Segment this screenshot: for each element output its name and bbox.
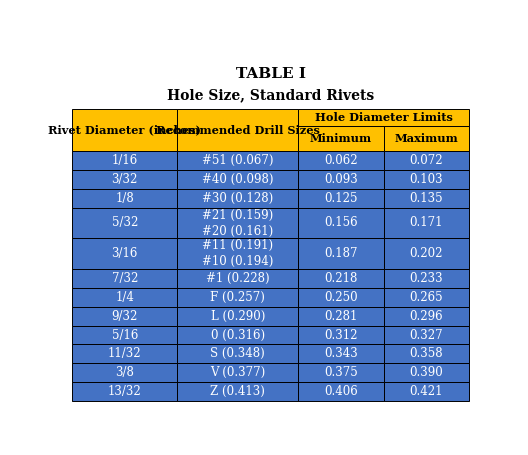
Text: 0.156: 0.156 [324,217,358,229]
Bar [384,344,469,363]
Text: 0.233: 0.233 [410,272,443,285]
Bar [298,307,384,326]
Bar [72,288,177,307]
Bar [177,189,298,207]
Bar [177,109,298,151]
Bar [72,307,177,326]
Text: 0.390: 0.390 [410,366,444,379]
Bar [384,170,469,189]
Text: 11/32: 11/32 [108,347,142,360]
Text: 13/32: 13/32 [108,385,142,398]
Bar [72,207,177,238]
Bar [298,189,384,207]
Bar [384,269,469,288]
Text: 0.406: 0.406 [324,385,358,398]
Bar [72,109,177,151]
Bar [177,151,298,170]
Text: 1/16: 1/16 [111,154,138,167]
Text: 0.312: 0.312 [324,329,358,342]
Text: Rivet Diameter (inches): Rivet Diameter (inches) [48,125,201,136]
Text: 0.062: 0.062 [324,154,358,167]
Bar [384,189,469,207]
Bar [177,344,298,363]
Text: 7/32: 7/32 [111,272,138,285]
Text: 9/32: 9/32 [111,310,138,323]
Text: Z (0.413): Z (0.413) [211,385,265,398]
Bar [177,307,298,326]
Bar [384,207,469,238]
Text: Hole Diameter Limits: Hole Diameter Limits [315,112,452,123]
Text: 1/4: 1/4 [115,291,134,304]
Text: TABLE I: TABLE I [235,67,306,81]
Bar [384,151,469,170]
Bar [72,238,177,269]
Text: 3/16: 3/16 [111,248,138,260]
Bar [72,269,177,288]
Text: #30 (0.128): #30 (0.128) [202,192,274,205]
Text: 0.125: 0.125 [324,192,358,205]
Bar [298,126,384,151]
Bar [384,126,469,151]
Bar [298,344,384,363]
Text: L (0.290): L (0.290) [211,310,265,323]
Bar [72,344,177,363]
Text: #21 (0.159)
#20 (0.161): #21 (0.159) #20 (0.161) [202,208,274,238]
Bar [384,326,469,344]
Bar [298,326,384,344]
Text: 0.265: 0.265 [410,291,443,304]
Text: #11 (0.191)
#10 (0.194): #11 (0.191) #10 (0.194) [202,239,274,268]
Bar [72,382,177,401]
Text: 0.218: 0.218 [324,272,358,285]
Text: #40 (0.098): #40 (0.098) [202,173,274,186]
Bar [384,307,469,326]
Text: 0.093: 0.093 [324,173,358,186]
Text: 0.072: 0.072 [410,154,443,167]
Text: S (0.348): S (0.348) [211,347,265,360]
Bar [177,238,298,269]
Text: 0.358: 0.358 [410,347,443,360]
Text: #1 (0.228): #1 (0.228) [206,272,270,285]
Bar [298,269,384,288]
Bar [72,151,177,170]
Bar [384,238,469,269]
Text: Maximum: Maximum [394,133,458,144]
Bar [72,326,177,344]
Text: 0.421: 0.421 [410,385,443,398]
Text: Hole Size, Standard Rivets: Hole Size, Standard Rivets [167,88,374,102]
Bar [177,382,298,401]
Bar [384,382,469,401]
Text: 0.281: 0.281 [324,310,358,323]
Bar [177,170,298,189]
Text: 5/32: 5/32 [111,217,138,229]
Bar [298,288,384,307]
Text: 0.327: 0.327 [410,329,443,342]
Bar [298,363,384,382]
Bar [177,326,298,344]
Bar [298,207,384,238]
Text: 1/8: 1/8 [115,192,134,205]
Bar [177,207,298,238]
Bar [298,382,384,401]
Text: 0.375: 0.375 [324,366,358,379]
Text: 0.343: 0.343 [324,347,358,360]
Bar [298,109,469,126]
Text: F (0.257): F (0.257) [211,291,265,304]
Text: 0.135: 0.135 [410,192,443,205]
Text: V (0.377): V (0.377) [210,366,266,379]
Bar [298,238,384,269]
Bar [384,363,469,382]
Bar [177,288,298,307]
Bar [177,363,298,382]
Text: Minimum: Minimum [310,133,372,144]
Text: 0.202: 0.202 [410,248,443,260]
Text: 0.187: 0.187 [324,248,358,260]
Text: 3/8: 3/8 [115,366,134,379]
Bar [72,363,177,382]
Text: 3/32: 3/32 [111,173,138,186]
Text: 0.250: 0.250 [324,291,358,304]
Text: 0.296: 0.296 [410,310,443,323]
Text: 0.171: 0.171 [410,217,443,229]
Bar [384,288,469,307]
Text: 0 (0.316): 0 (0.316) [211,329,265,342]
Bar [177,269,298,288]
